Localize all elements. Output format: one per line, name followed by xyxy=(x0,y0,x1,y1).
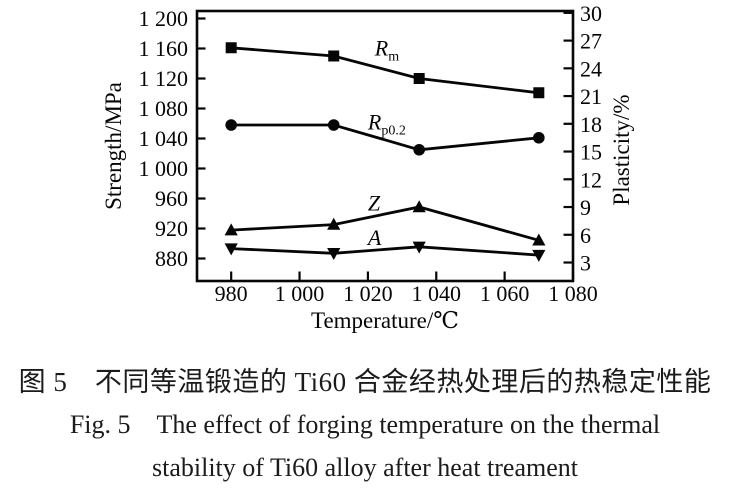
series-Rm xyxy=(225,42,545,99)
left-tick-label: 1 040 xyxy=(139,126,189,151)
series-label-Rm: Rm xyxy=(374,35,399,64)
series-A xyxy=(224,241,546,262)
x-axis: 980 1 000 1 020 1 040 1 060 1 080 xyxy=(215,271,598,306)
x-tick-label: 1 060 xyxy=(480,281,530,306)
square-marker xyxy=(533,87,545,99)
left-tick-label: 880 xyxy=(155,246,188,271)
triangle-down-marker xyxy=(412,241,426,254)
circle-marker xyxy=(327,119,340,131)
x-tick-label: 1 020 xyxy=(343,281,393,306)
left-axis-title: Strength/MPa xyxy=(101,82,126,210)
circle-marker xyxy=(533,131,545,144)
right-tick-label: 30 xyxy=(580,1,602,26)
caption-english-line1: Fig. 5 The effect of forging temperature… xyxy=(69,410,661,439)
left-tick-label: 1 080 xyxy=(139,96,189,121)
caption-chinese: 图 5 不同等温锻造的 Ti60 合金经热处理后的热稳定性能 xyxy=(18,367,712,397)
triangle-up-marker xyxy=(532,233,546,246)
series-line-Rp02 xyxy=(231,123,539,152)
square-marker xyxy=(413,73,425,84)
right-tick-label: 18 xyxy=(580,112,602,137)
figure-caption: 图 5 不同等温锻造的 Ti60 合金经热处理后的热稳定性能 Fig. 5 Th… xyxy=(0,365,730,484)
triangle-down-marker xyxy=(224,243,238,256)
series-label-Z: Z xyxy=(368,191,381,216)
series-Rp02 xyxy=(225,119,545,156)
triangle-down-marker xyxy=(327,248,341,261)
right-tick-label: 24 xyxy=(580,56,602,81)
triangle-up-marker xyxy=(412,200,426,213)
left-tick-label: 920 xyxy=(155,216,188,241)
right-tick-label: 21 xyxy=(580,84,602,109)
right-tick-label: 3 xyxy=(580,251,591,276)
square-marker xyxy=(225,42,237,54)
right-tick-label: 6 xyxy=(580,223,591,248)
x-axis-title: Temperature/℃ xyxy=(311,308,459,333)
square-marker xyxy=(328,50,340,62)
x-tick-label: 980 xyxy=(215,281,248,306)
thermal-stability-chart: 880 920 960 1 000 1 040 1 080 1 120 1 160 1 200 3… xyxy=(101,1,634,333)
circle-marker xyxy=(225,119,237,131)
left-axis: 880 920 960 1 000 1 040 1 080 1 120 1 160 1 200 xyxy=(139,6,206,271)
left-tick-label: 1 200 xyxy=(139,6,189,31)
x-tick-label: 1 080 xyxy=(548,281,598,306)
right-tick-label: 15 xyxy=(580,140,602,165)
series-line-Rm xyxy=(231,46,539,95)
triangle-up-marker xyxy=(224,223,238,236)
series-Z xyxy=(224,200,546,246)
right-tick-label: 9 xyxy=(580,195,591,220)
triangle-up-marker xyxy=(327,217,341,230)
series-line-Z xyxy=(231,205,540,242)
x-tick-label: 1 000 xyxy=(275,281,325,306)
right-tick-label: 12 xyxy=(580,167,602,192)
series-line-A xyxy=(231,245,539,257)
right-tick-label: 27 xyxy=(580,29,602,54)
triangle-down-marker xyxy=(532,249,546,262)
left-tick-label: 1 120 xyxy=(139,66,189,91)
right-axis-title: Plasticity/% xyxy=(609,94,634,205)
caption-english-line2: stability of Ti60 alloy after heat tream… xyxy=(151,453,579,482)
circle-marker xyxy=(413,143,425,156)
left-tick-label: 1 160 xyxy=(139,36,189,61)
left-tick-label: 1 000 xyxy=(139,156,189,181)
x-tick-label: 1 040 xyxy=(412,281,462,306)
left-tick-label: 960 xyxy=(155,186,188,211)
axes-frame xyxy=(195,9,575,283)
series-label-A: A xyxy=(366,225,382,250)
series-label-Rp02: Rp0.2 xyxy=(367,110,406,139)
